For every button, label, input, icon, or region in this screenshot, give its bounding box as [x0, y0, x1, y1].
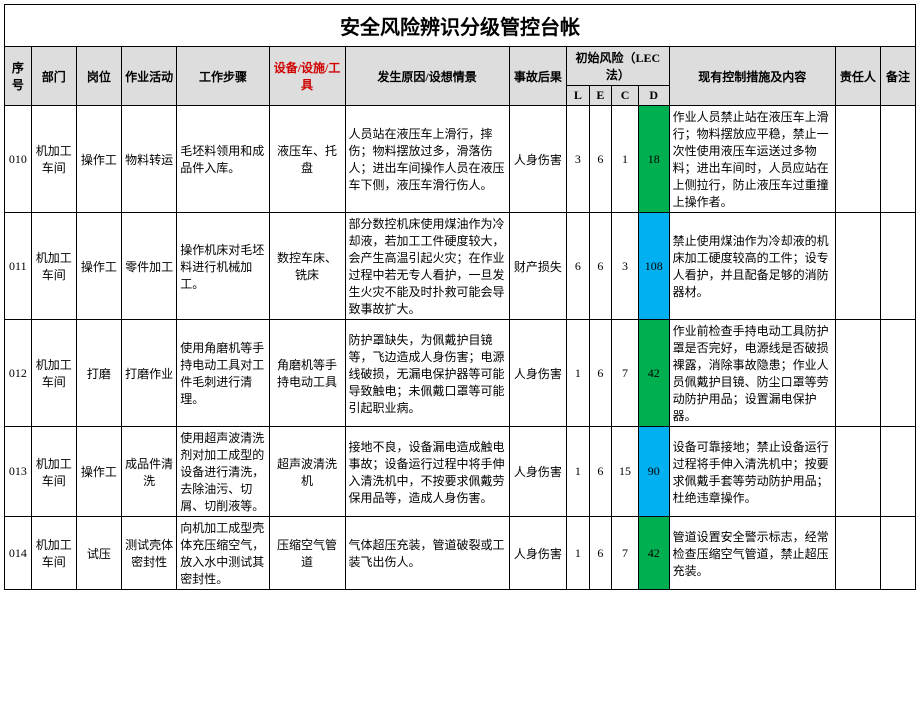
cell-resp [835, 106, 880, 213]
cell-l: 1 [567, 320, 590, 427]
cell-control: 设备可靠接地；禁止设备运行过程将手伸入清洗机中；按要求佩戴手套等劳动防护用品；杜… [669, 427, 835, 517]
h-control: 现有控制措施及内容 [669, 47, 835, 106]
cell-post: 操作工 [76, 213, 121, 320]
cell-resp [835, 213, 880, 320]
cell-e: 6 [589, 517, 612, 590]
cell-resp [835, 517, 880, 590]
cell-l: 1 [567, 517, 590, 590]
cell-note [880, 320, 915, 427]
cell-c: 7 [612, 320, 639, 427]
cell-note [880, 106, 915, 213]
cell-dept: 机加工车间 [31, 106, 76, 213]
cell-cause: 接地不良，设备漏电造成触电事故；设备运行过程中将手伸入清洗机中，不按要求佩戴劳保… [345, 427, 509, 517]
h-activity: 作业活动 [121, 47, 176, 106]
cell-activity: 测试壳体密封性 [121, 517, 176, 590]
cell-control: 禁止使用煤油作为冷却液的机床加工硬度较高的工件；设专人看护，并且配备足够的消防器… [669, 213, 835, 320]
cell-d: 108 [638, 213, 669, 320]
cell-d: 42 [638, 320, 669, 427]
h-note: 备注 [880, 47, 915, 106]
cell-step: 毛坯料领用和成品件入库。 [177, 106, 269, 213]
cell-equip: 液压车、托盘 [269, 106, 345, 213]
risk-ledger-table: 安全风险辨识分级管控台帐 序号 部门 岗位 作业活动 工作步骤 设备/设施/工具… [4, 4, 916, 590]
cell-seq: 012 [5, 320, 32, 427]
cell-e: 6 [589, 320, 612, 427]
table-row: 013机加工车间操作工成品件清洗使用超声波清洗剂对加工成型的设备进行清洗，去除油… [5, 427, 916, 517]
cell-equip: 超声波清洗机 [269, 427, 345, 517]
cell-c: 3 [612, 213, 639, 320]
cell-dept: 机加工车间 [31, 213, 76, 320]
table-row: 012机加工车间打磨打磨作业使用角磨机等手持电动工具对工件毛刺进行清理。角磨机等… [5, 320, 916, 427]
cell-d: 42 [638, 517, 669, 590]
cell-result: 人身伤害 [509, 106, 566, 213]
cell-equip: 压缩空气管道 [269, 517, 345, 590]
cell-note [880, 427, 915, 517]
table-row: 011机加工车间操作工零件加工操作机床对毛坯料进行机械加工。数控车床、铣床部分数… [5, 213, 916, 320]
cell-activity: 物料转运 [121, 106, 176, 213]
h-cause: 发生原因/设想情景 [345, 47, 509, 106]
cell-step: 使用角磨机等手持电动工具对工件毛刺进行清理。 [177, 320, 269, 427]
h-post: 岗位 [76, 47, 121, 106]
cell-result: 人身伤害 [509, 320, 566, 427]
cell-result: 人身伤害 [509, 427, 566, 517]
cell-step: 向机加工成型壳体充压缩空气，放入水中测试其密封性。 [177, 517, 269, 590]
h-d: D [638, 86, 669, 106]
cell-seq: 014 [5, 517, 32, 590]
cell-result: 财产损失 [509, 213, 566, 320]
cell-note [880, 517, 915, 590]
cell-c: 15 [612, 427, 639, 517]
cell-dept: 机加工车间 [31, 517, 76, 590]
h-e: E [589, 86, 612, 106]
cell-c: 1 [612, 106, 639, 213]
cell-control: 管道设置安全警示标志，经常检查压缩空气管道，禁止超压充装。 [669, 517, 835, 590]
cell-d: 18 [638, 106, 669, 213]
cell-e: 6 [589, 213, 612, 320]
cell-step: 操作机床对毛坯料进行机械加工。 [177, 213, 269, 320]
table-row: 014机加工车间试压测试壳体密封性向机加工成型壳体充压缩空气，放入水中测试其密封… [5, 517, 916, 590]
cell-cause: 人员站在液压车上滑行，摔伤；物料摆放过多，滑落伤人；进出车间操作人员在液压车下侧… [345, 106, 509, 213]
cell-resp [835, 427, 880, 517]
cell-activity: 成品件清洗 [121, 427, 176, 517]
cell-post: 打磨 [76, 320, 121, 427]
cell-l: 3 [567, 106, 590, 213]
cell-post: 操作工 [76, 106, 121, 213]
h-seq: 序号 [5, 47, 32, 106]
h-l: L [567, 86, 590, 106]
cell-step: 使用超声波清洗剂对加工成型的设备进行清洗，去除油污、切屑、切削液等。 [177, 427, 269, 517]
cell-cause: 气体超压充装，管道破裂或工装飞出伤人。 [345, 517, 509, 590]
h-result: 事故后果 [509, 47, 566, 106]
cell-l: 6 [567, 213, 590, 320]
cell-seq: 013 [5, 427, 32, 517]
cell-activity: 打磨作业 [121, 320, 176, 427]
cell-dept: 机加工车间 [31, 320, 76, 427]
cell-e: 6 [589, 106, 612, 213]
h-risk-group: 初始风险（LEC法） [567, 47, 670, 86]
cell-cause: 防护罩缺失，为佩戴护目镜等，飞边造成人身伤害；电源线破损，无漏电保护器等可能导致… [345, 320, 509, 427]
h-c: C [612, 86, 639, 106]
cell-result: 人身伤害 [509, 517, 566, 590]
cell-d: 90 [638, 427, 669, 517]
cell-l: 1 [567, 427, 590, 517]
cell-seq: 011 [5, 213, 32, 320]
h-equip: 设备/设施/工具 [269, 47, 345, 106]
h-resp: 责任人 [835, 47, 880, 106]
cell-control: 作业人员禁止站在液压车上滑行；物料摆放应平稳，禁止一次性使用液压车运送过多物料；… [669, 106, 835, 213]
cell-c: 7 [612, 517, 639, 590]
h-dept: 部门 [31, 47, 76, 106]
cell-post: 试压 [76, 517, 121, 590]
cell-equip: 数控车床、铣床 [269, 213, 345, 320]
cell-dept: 机加工车间 [31, 427, 76, 517]
page-title: 安全风险辨识分级管控台帐 [5, 5, 916, 47]
cell-e: 6 [589, 427, 612, 517]
cell-control: 作业前检查手持电动工具防护罩是否完好，电源线是否破损裸露，消除事故隐患；作业人员… [669, 320, 835, 427]
cell-cause: 部分数控机床使用煤油作为冷却液，若加工工件硬度较大，会产生高温引起火灾；在作业过… [345, 213, 509, 320]
cell-activity: 零件加工 [121, 213, 176, 320]
cell-post: 操作工 [76, 427, 121, 517]
cell-note [880, 213, 915, 320]
cell-seq: 010 [5, 106, 32, 213]
h-step: 工作步骤 [177, 47, 269, 106]
cell-equip: 角磨机等手持电动工具 [269, 320, 345, 427]
cell-resp [835, 320, 880, 427]
table-row: 010机加工车间操作工物料转运毛坯料领用和成品件入库。液压车、托盘人员站在液压车… [5, 106, 916, 213]
